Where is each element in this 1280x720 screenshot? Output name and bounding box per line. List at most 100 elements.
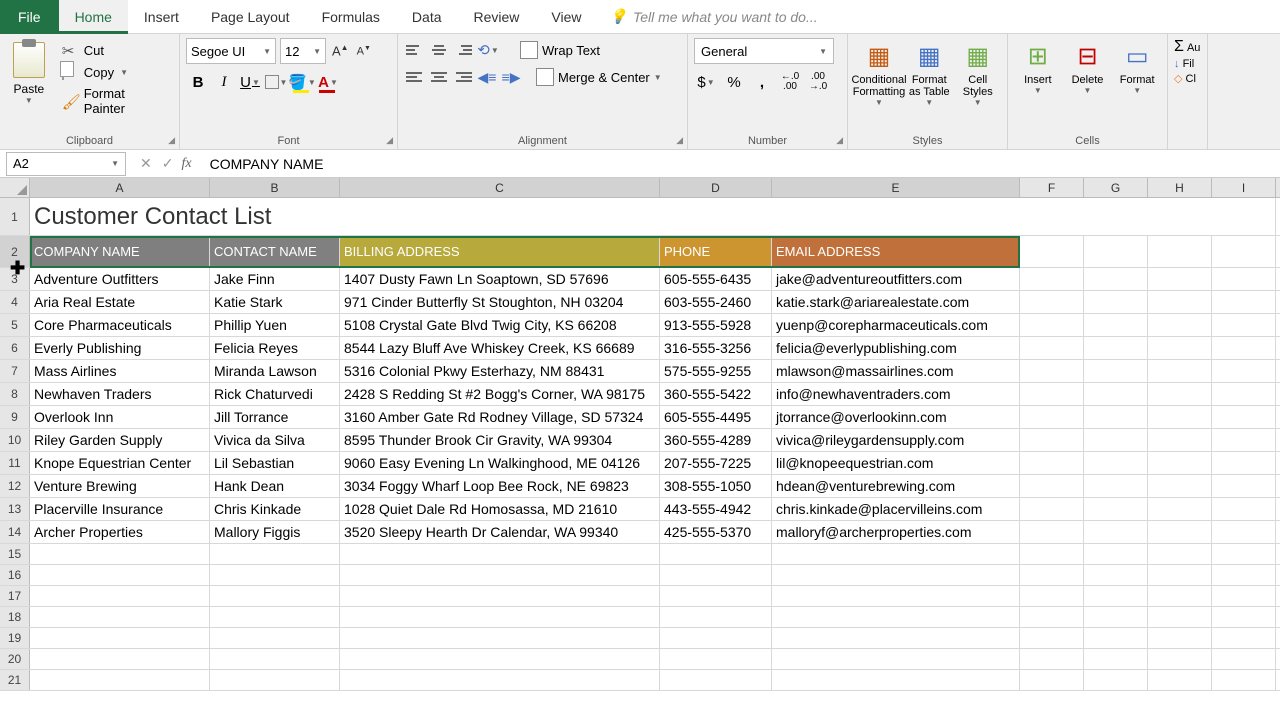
cell-empty[interactable] xyxy=(1020,291,1084,313)
cell-empty[interactable] xyxy=(1020,452,1084,474)
cell-empty[interactable] xyxy=(340,565,660,585)
cell-contact[interactable]: Katie Stark xyxy=(210,291,340,313)
cell-phone[interactable]: 605-555-6435 xyxy=(660,268,772,290)
cell-empty[interactable] xyxy=(1148,314,1212,336)
row-header-4[interactable]: 4 xyxy=(0,291,30,313)
cell-phone[interactable]: 360-555-4289 xyxy=(660,429,772,451)
cell-empty[interactable] xyxy=(1212,291,1276,313)
row-header-8[interactable]: 8 xyxy=(0,383,30,405)
row-header-21[interactable]: 21 xyxy=(0,670,30,690)
cell-phone[interactable]: 443-555-4942 xyxy=(660,498,772,520)
cell-company[interactable]: Aria Real Estate xyxy=(30,291,210,313)
comma-button[interactable]: , xyxy=(750,70,774,94)
decrease-indent-button[interactable]: ◀≡ xyxy=(476,66,498,88)
cell-company[interactable]: Venture Brewing xyxy=(30,475,210,497)
cell-empty[interactable] xyxy=(210,544,340,564)
cell-contact[interactable]: Rick Chaturvedi xyxy=(210,383,340,405)
cell-empty[interactable] xyxy=(1020,628,1084,648)
cell-empty[interactable] xyxy=(1148,291,1212,313)
cell-address[interactable]: 3520 Sleepy Hearth Dr Calendar, WA 99340 xyxy=(340,521,660,543)
cell-contact[interactable]: Miranda Lawson xyxy=(210,360,340,382)
cell-empty[interactable] xyxy=(1212,337,1276,359)
delete-cells-button[interactable]: ⊟ Delete▼ xyxy=(1064,38,1112,147)
increase-indent-button[interactable]: ≡▶ xyxy=(500,66,522,88)
cell-empty[interactable] xyxy=(30,649,210,669)
format-as-table-button[interactable]: ▦ Format as Table▼ xyxy=(906,38,953,147)
cell-empty[interactable] xyxy=(340,649,660,669)
cell-empty[interactable] xyxy=(210,586,340,606)
cell-company[interactable]: Mass Airlines xyxy=(30,360,210,382)
align-right-button[interactable] xyxy=(452,66,474,88)
sheet-title-cell[interactable]: Customer Contact List xyxy=(30,198,1276,235)
column-header-b[interactable]: B xyxy=(210,178,340,197)
cell-empty[interactable] xyxy=(1084,475,1148,497)
cut-button[interactable]: ✂Cut xyxy=(58,40,173,60)
header-cell-empty[interactable] xyxy=(1148,236,1212,267)
cell-empty[interactable] xyxy=(1020,314,1084,336)
align-center-button[interactable] xyxy=(428,66,450,88)
cell-empty[interactable] xyxy=(1148,544,1212,564)
alignment-launcher[interactable]: ◢ xyxy=(676,135,683,146)
cell-empty[interactable] xyxy=(1148,607,1212,627)
row-header-12[interactable]: 12 xyxy=(0,475,30,497)
align-middle-button[interactable] xyxy=(428,39,450,61)
cell-empty[interactable] xyxy=(210,565,340,585)
cell-empty[interactable] xyxy=(30,544,210,564)
cell-empty[interactable] xyxy=(660,670,772,690)
cell-email[interactable]: katie.stark@ariarealestate.com xyxy=(772,291,1020,313)
column-header-i[interactable]: I xyxy=(1212,178,1276,197)
cell-empty[interactable] xyxy=(1020,607,1084,627)
cell-empty[interactable] xyxy=(1148,360,1212,382)
cell-empty[interactable] xyxy=(660,607,772,627)
cell-contact[interactable]: Jake Finn xyxy=(210,268,340,290)
cell-empty[interactable] xyxy=(1084,607,1148,627)
row-header-3[interactable]: 3 xyxy=(0,268,30,290)
cell-contact[interactable]: Felicia Reyes xyxy=(210,337,340,359)
row-header-5[interactable]: 5 xyxy=(0,314,30,336)
cell-empty[interactable] xyxy=(1084,360,1148,382)
cell-empty[interactable] xyxy=(1084,406,1148,428)
copy-button[interactable]: Copy▼ xyxy=(58,62,173,82)
cell-email[interactable]: jake@adventureoutfitters.com xyxy=(772,268,1020,290)
cell-empty[interactable] xyxy=(1020,649,1084,669)
cell-email[interactable]: lil@knopeequestrian.com xyxy=(772,452,1020,474)
cell-contact[interactable]: Chris Kinkade xyxy=(210,498,340,520)
cell-address[interactable]: 971 Cinder Butterfly St Stoughton, NH 03… xyxy=(340,291,660,313)
cell-empty[interactable] xyxy=(1084,452,1148,474)
cell-email[interactable]: malloryf@archerproperties.com xyxy=(772,521,1020,543)
cell-empty[interactable] xyxy=(772,649,1020,669)
cell-empty[interactable] xyxy=(1148,429,1212,451)
cell-address[interactable]: 8544 Lazy Bluff Ave Whiskey Creek, KS 66… xyxy=(340,337,660,359)
cell-empty[interactable] xyxy=(1212,607,1276,627)
cell-empty[interactable] xyxy=(1020,406,1084,428)
cell-email[interactable]: info@newhaventraders.com xyxy=(772,383,1020,405)
cell-empty[interactable] xyxy=(30,670,210,690)
cell-empty[interactable] xyxy=(1148,521,1212,543)
cell-empty[interactable] xyxy=(1020,383,1084,405)
cell-empty[interactable] xyxy=(1020,670,1084,690)
cell-email[interactable]: hdean@venturebrewing.com xyxy=(772,475,1020,497)
align-bottom-button[interactable] xyxy=(452,39,474,61)
cell-empty[interactable] xyxy=(210,607,340,627)
formula-enter-button[interactable]: ✓ xyxy=(162,155,174,172)
cell-empty[interactable] xyxy=(1020,498,1084,520)
cell-empty[interactable] xyxy=(1148,475,1212,497)
cell-empty[interactable] xyxy=(30,628,210,648)
cell-empty[interactable] xyxy=(1148,498,1212,520)
cell-empty[interactable] xyxy=(1084,291,1148,313)
cell-address[interactable]: 8595 Thunder Brook Cir Gravity, WA 99304 xyxy=(340,429,660,451)
cell-empty[interactable] xyxy=(1212,475,1276,497)
cell-empty[interactable] xyxy=(210,628,340,648)
cell-empty[interactable] xyxy=(340,607,660,627)
cell-empty[interactable] xyxy=(1212,544,1276,564)
cell-empty[interactable] xyxy=(1020,337,1084,359)
font-launcher[interactable]: ◢ xyxy=(386,135,393,146)
cell-phone[interactable]: 603-555-2460 xyxy=(660,291,772,313)
cell-address[interactable]: 5316 Colonial Pkwy Esterhazy, NM 88431 xyxy=(340,360,660,382)
cell-empty[interactable] xyxy=(772,607,1020,627)
cell-empty[interactable] xyxy=(1084,649,1148,669)
column-header-h[interactable]: H xyxy=(1148,178,1212,197)
header-cell-contact[interactable]: CONTACT NAME xyxy=(210,236,340,267)
insert-cells-button[interactable]: ⊞ Insert▼ xyxy=(1014,38,1062,147)
cell-phone[interactable]: 308-555-1050 xyxy=(660,475,772,497)
